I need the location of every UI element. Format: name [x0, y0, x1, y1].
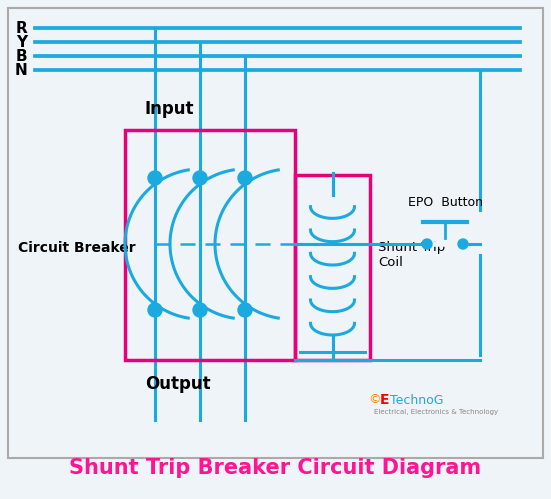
Text: Circuit Breaker: Circuit Breaker — [18, 241, 136, 255]
Text: Shunt Trip Breaker Circuit Diagram: Shunt Trip Breaker Circuit Diagram — [69, 458, 481, 478]
Text: TechnoG: TechnoG — [390, 394, 444, 407]
Text: Output: Output — [145, 375, 210, 393]
Text: Input: Input — [145, 100, 195, 118]
Circle shape — [193, 171, 207, 185]
Text: Shunt Trip
Coil: Shunt Trip Coil — [378, 241, 445, 269]
Circle shape — [238, 171, 252, 185]
Text: R: R — [15, 20, 27, 35]
Circle shape — [148, 303, 162, 317]
Text: Y: Y — [16, 34, 27, 49]
Bar — [125, 130, 295, 360]
Text: B: B — [15, 48, 27, 63]
Circle shape — [148, 171, 162, 185]
Circle shape — [238, 303, 252, 317]
Circle shape — [422, 239, 432, 249]
Text: EPO  Button: EPO Button — [408, 196, 483, 209]
Circle shape — [458, 239, 468, 249]
Bar — [295, 175, 370, 360]
Circle shape — [193, 303, 207, 317]
Text: E: E — [380, 393, 390, 407]
Text: ©: © — [368, 394, 381, 407]
Text: N: N — [14, 62, 27, 77]
Text: Electrical, Electronics & Technology: Electrical, Electronics & Technology — [374, 409, 498, 415]
